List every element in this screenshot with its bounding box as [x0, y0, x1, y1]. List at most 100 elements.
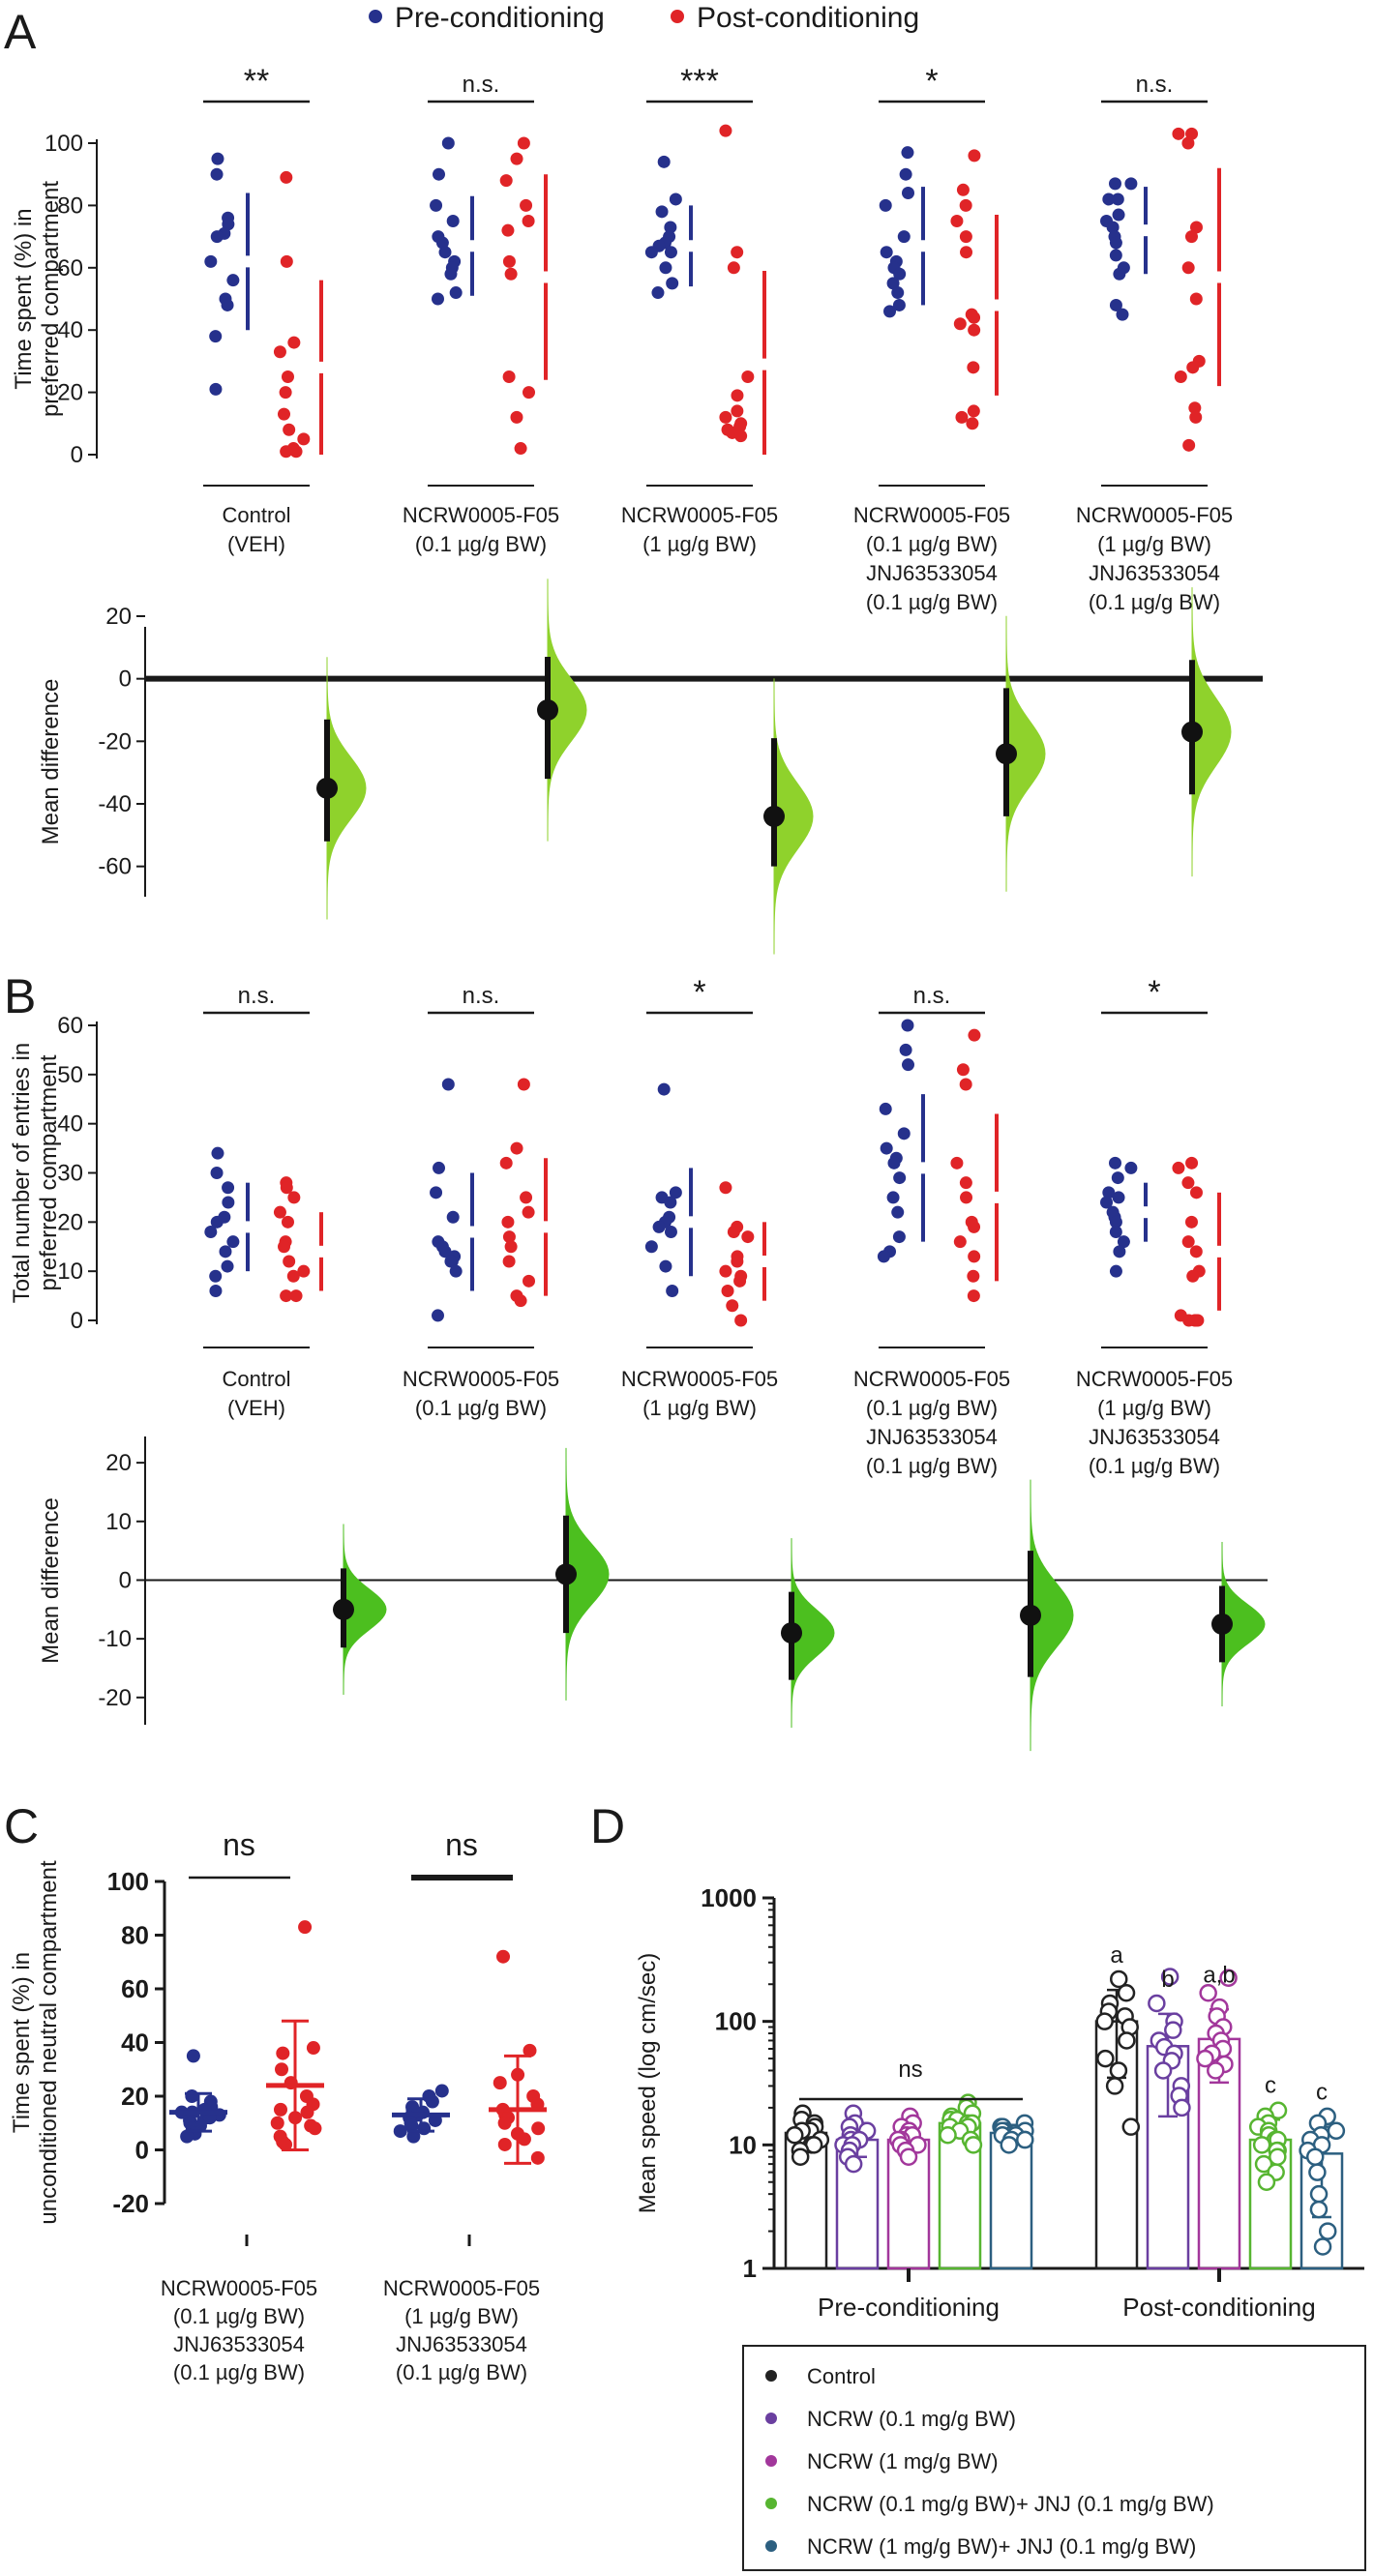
group-1: **	[203, 63, 323, 459]
post-point	[968, 149, 981, 163]
y-tick-label: 10	[105, 1509, 132, 1535]
pre-point	[1108, 1156, 1121, 1170]
pre-point	[434, 2084, 449, 2098]
y-tick-label: 0	[119, 666, 132, 693]
post-point	[287, 1191, 301, 1204]
group-label-line: (0.1 µg/g BW)	[1089, 1454, 1220, 1478]
post-point	[493, 2076, 507, 2090]
post-point	[967, 404, 980, 418]
post-point	[1186, 361, 1200, 374]
post-point	[276, 2046, 290, 2060]
group-label-line: JNJ63533054	[866, 1425, 998, 1449]
post-point	[530, 2150, 545, 2165]
pre-point	[209, 1285, 223, 1297]
post-point	[1182, 1314, 1196, 1327]
post-point	[968, 323, 981, 337]
pre-point	[209, 330, 223, 343]
pre-point	[897, 1127, 911, 1140]
post-point	[731, 1255, 744, 1268]
pre-point	[669, 192, 682, 206]
data-point	[1207, 2061, 1225, 2080]
pre-point	[1124, 1161, 1138, 1174]
post-point	[499, 1156, 513, 1170]
pre-point	[449, 1264, 463, 1278]
post-point	[959, 230, 972, 244]
significance-label: *	[693, 974, 705, 1011]
panel-letter-d: D	[590, 1799, 625, 1853]
post-point	[510, 1141, 523, 1155]
group-label-line: (1 µg/g BW)	[404, 2304, 519, 2328]
pre-point	[185, 2089, 199, 2103]
post-point	[1188, 401, 1202, 415]
pre-point	[446, 1210, 460, 1224]
y-tick-label: -40	[98, 791, 132, 817]
y-tick-label: 80	[121, 1921, 149, 1950]
significance-label: n.s.	[463, 72, 500, 98]
data-point	[1096, 2049, 1115, 2068]
bar-group-4	[938, 2093, 983, 2270]
data-point	[791, 2147, 810, 2166]
pre-point	[222, 1181, 235, 1195]
data-point	[1254, 2154, 1273, 2174]
pre-point	[1117, 1235, 1130, 1249]
y-tick-label: 0	[119, 1567, 132, 1593]
post-point	[1185, 1156, 1199, 1170]
data-point	[1095, 2012, 1114, 2030]
panel-c-scatter: -20 0 20 40 60 80 100 Time spent (%) in uncondit…	[9, 1827, 547, 2384]
post-point	[510, 410, 523, 424]
group-label-line: JNJ63533054	[396, 2332, 527, 2356]
group-label-line: NCRW0005-F05	[1076, 503, 1233, 527]
group-label-line: (VEH)	[227, 532, 285, 556]
data-point	[939, 2125, 957, 2145]
bootstrap-distribution	[1005, 615, 1046, 892]
pre-point	[659, 261, 672, 275]
legend-marker	[765, 2413, 777, 2424]
pre-point	[433, 167, 446, 181]
group-4: n.s.	[877, 983, 999, 1303]
post-point	[1184, 230, 1198, 244]
pre-point	[657, 1082, 671, 1096]
y-axis-label: preferred compartment	[36, 1054, 62, 1290]
post-point	[956, 1063, 970, 1077]
significance-letter: a	[1110, 1942, 1123, 1969]
pre-point	[1108, 177, 1121, 191]
post-point	[514, 1294, 527, 1308]
y-axis-label: preferred compartment	[38, 181, 64, 417]
bar-group-3	[886, 2107, 931, 2270]
mean-difference-point	[555, 1563, 577, 1585]
pre-point	[209, 1269, 223, 1283]
y-axis-label: Time spent (%) in	[11, 208, 37, 389]
group-label-line: NCRW0005-F05	[403, 1367, 559, 1391]
post-point	[501, 1215, 515, 1229]
post-point	[1174, 370, 1187, 383]
post-point	[280, 1289, 293, 1303]
post-point	[727, 261, 740, 275]
pre-point	[657, 155, 671, 168]
y-tick-label: -10	[98, 1626, 132, 1652]
post-point	[297, 1264, 311, 1278]
y-tick-label: -20	[98, 728, 132, 755]
group-2: n.s.	[428, 983, 548, 1322]
y-tick-label: 60	[57, 255, 83, 281]
pre-point	[226, 1235, 240, 1249]
data-point	[1173, 2098, 1191, 2117]
x-tick-label: Post-conditioning	[1122, 2293, 1315, 2322]
panel-d-bar-chart: 1 10 100 1000 Mean speed (log cm/sec) Pre-con…	[635, 1883, 1364, 2322]
pre-point	[431, 292, 444, 306]
bootstrap-distribution	[1221, 1541, 1266, 1706]
bootstrap-distribution	[791, 1538, 835, 1729]
pre-point	[892, 298, 906, 311]
bar-group-3: a,b	[1196, 1962, 1241, 2270]
post-point	[531, 2121, 546, 2136]
pre-point	[893, 267, 907, 281]
data-point	[1016, 2130, 1034, 2149]
post-point	[522, 215, 535, 227]
y-tick-label: 60	[121, 1974, 149, 2003]
pre-point	[209, 382, 223, 396]
pre-point	[659, 1259, 672, 1273]
significance-label: n.s.	[463, 983, 500, 1009]
y-tick-label: 60	[57, 1013, 83, 1039]
legend-marker	[765, 2370, 777, 2382]
data-point	[1121, 2117, 1141, 2136]
